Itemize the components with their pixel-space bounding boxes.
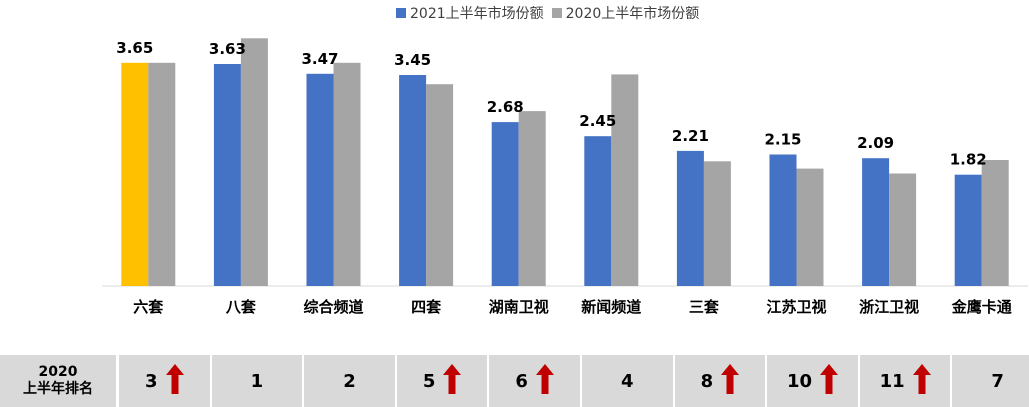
rank-header-cell: 2020 上半年排名 xyxy=(0,355,116,407)
bar-2021-2 xyxy=(306,73,334,286)
legend-item-2021: 2021上半年市场份额 xyxy=(396,3,544,23)
category-label-4: 湖南卫视 xyxy=(489,298,549,316)
bar-2020-4 xyxy=(518,111,546,286)
rank-cell-0: 3 xyxy=(119,355,210,407)
rank-cell-3: 5 xyxy=(396,355,488,407)
rank-cell-8: 11 xyxy=(859,355,951,407)
data-label-3: 3.45 xyxy=(394,51,431,69)
rank-value: 7 xyxy=(991,370,1004,392)
bar-2021-7 xyxy=(769,154,797,286)
bar-2020-9 xyxy=(981,160,1009,286)
bar-2021-1 xyxy=(213,64,241,286)
bar-2021-0 xyxy=(121,62,149,286)
category-label-6: 三套 xyxy=(689,298,720,316)
bar-2020-1 xyxy=(240,38,268,286)
bar-2020-6 xyxy=(703,161,731,286)
bar-2020-0 xyxy=(148,62,176,286)
rank-value: 4 xyxy=(621,370,634,392)
up-arrow-icon xyxy=(165,363,184,399)
rank-cell-7: 10 xyxy=(767,355,858,407)
data-label-2: 3.47 xyxy=(301,50,338,68)
bar-2021-4 xyxy=(491,122,519,286)
rank-cell-1: 1 xyxy=(211,355,303,407)
data-label-8: 2.09 xyxy=(857,134,894,152)
bar-2020-3 xyxy=(426,84,454,286)
bar-2021-3 xyxy=(399,75,427,286)
rank-value: 6 xyxy=(515,370,528,392)
category-label-7: 江苏卫视 xyxy=(766,298,826,316)
bar-2021-6 xyxy=(676,150,704,286)
bar-2020-2 xyxy=(333,62,361,286)
data-label-6: 2.21 xyxy=(672,127,709,145)
data-label-9: 1.82 xyxy=(950,151,987,169)
up-arrow-icon xyxy=(443,363,462,399)
category-label-5: 新闻频道 xyxy=(581,298,641,316)
bar-2020-8 xyxy=(889,173,917,286)
up-arrow-icon xyxy=(912,363,931,399)
category-label-9: 金鹰卡通 xyxy=(951,298,1012,316)
rank-cell-4: 6 xyxy=(489,355,580,407)
category-label-8: 浙江卫视 xyxy=(859,298,919,316)
rank-value: 5 xyxy=(422,370,436,392)
rank-value: 1 xyxy=(250,370,264,392)
legend-label-2021: 2021上半年市场份额 xyxy=(410,6,544,22)
category-label-1: 八套 xyxy=(225,298,257,316)
data-label-1: 3.63 xyxy=(209,40,246,58)
data-label-5: 2.45 xyxy=(579,112,616,130)
bar-2020-7 xyxy=(796,168,824,286)
legend: 2021上半年市场份额 2020上半年市场份额 xyxy=(396,3,707,23)
legend-swatch-2021 xyxy=(396,8,406,18)
rank-value: 8 xyxy=(700,370,714,392)
rank-value: 10 xyxy=(786,370,813,392)
rank-cell-5: 4 xyxy=(582,355,673,407)
rank-header-year: 2020 xyxy=(38,364,78,380)
bar-2020-5 xyxy=(611,74,639,287)
rank-cell-6: 8 xyxy=(674,355,766,407)
up-arrow-icon xyxy=(721,363,740,399)
data-label-0: 3.65 xyxy=(116,39,153,57)
rank-table: 2020 上半年排名 3 1 2 5 6 4 8 10 11 7 xyxy=(0,355,1029,407)
legend-item-2020: 2020上半年市场份额 xyxy=(551,3,700,23)
category-label-3: 四套 xyxy=(411,298,442,316)
category-label-0: 六套 xyxy=(133,298,164,316)
bar-chart: 3.65 六套 3.63 八套 3.47 综合频道 3.45 四套 2.68 湖南卫视 2.45 新闻… xyxy=(102,38,1028,316)
rank-value: 2 xyxy=(343,370,356,392)
rank-value: 3 xyxy=(145,370,158,392)
rank-cell-2: 2 xyxy=(304,355,395,407)
data-label-4: 2.68 xyxy=(487,98,524,116)
rank-value: 11 xyxy=(879,370,905,392)
data-label-7: 2.15 xyxy=(764,131,801,149)
bar-2021-8 xyxy=(862,158,890,286)
up-arrow-icon xyxy=(820,363,839,399)
rank-header-label: 上半年排名 xyxy=(23,381,93,397)
legend-swatch-2020 xyxy=(551,8,562,18)
legend-label-2020: 2020上半年市场份额 xyxy=(565,6,700,22)
category-label-2: 综合频道 xyxy=(303,298,363,316)
bar-2021-9 xyxy=(954,174,982,286)
bar-2021-5 xyxy=(584,136,612,286)
up-arrow-icon xyxy=(535,363,554,399)
rank-cell-9: 7 xyxy=(952,355,1029,407)
